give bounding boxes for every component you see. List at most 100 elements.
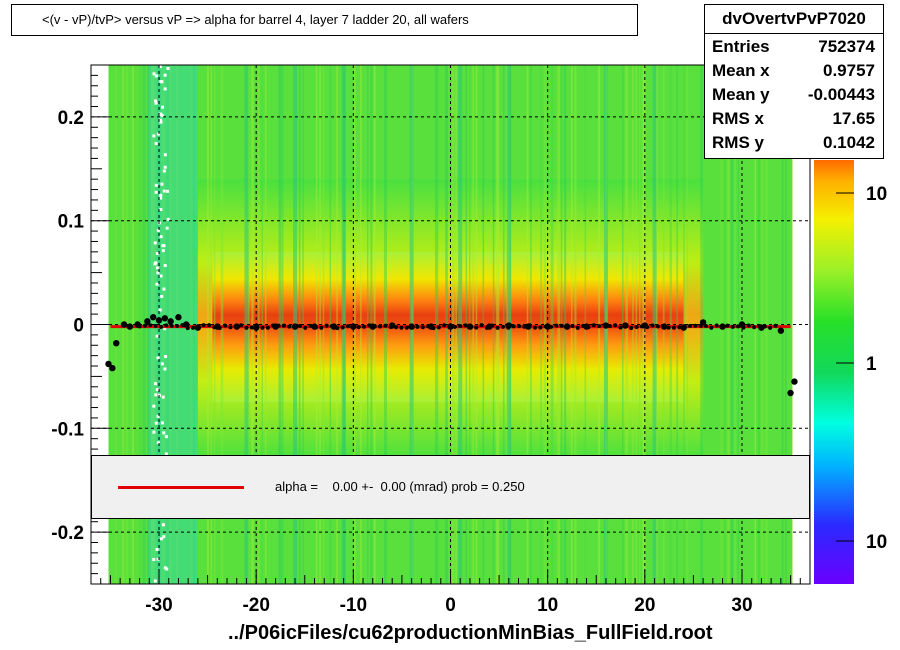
stat-label: Entries [712, 37, 770, 56]
stat-label: RMS x [712, 109, 764, 128]
profile-point [484, 325, 489, 330]
profile-point [714, 323, 719, 328]
profile-point [137, 324, 142, 329]
heat-empty-bin [160, 114, 164, 118]
profile-point [228, 325, 233, 330]
profile-point [281, 323, 286, 328]
profile-point [607, 324, 612, 329]
heat-stripe [543, 65, 547, 584]
stat-rms-y: RMS y 0.1042 [705, 130, 883, 154]
profile-point [297, 324, 302, 329]
profile-point [677, 325, 682, 330]
profile-point [581, 323, 586, 328]
profile-point [787, 389, 794, 397]
profile-point [436, 325, 441, 330]
heat-empty-bin [159, 208, 163, 212]
profile-point [109, 364, 116, 372]
x-axis-label: ../P06icFiles/cu62productionMinBias_Full… [228, 622, 713, 644]
profile-point [244, 325, 249, 330]
profile-point [255, 323, 260, 328]
heat-stripe [635, 65, 638, 584]
profile-point [704, 323, 709, 328]
heat-empty-bin [162, 287, 166, 291]
heat-empty-bin [164, 355, 168, 359]
profile-point [223, 323, 228, 328]
profile-point [276, 323, 281, 328]
heat-empty-bin [160, 362, 164, 366]
heat-empty-bin [152, 404, 156, 408]
heat-empty-bin [154, 142, 158, 146]
profile-point [506, 325, 511, 330]
profile-point [155, 317, 163, 324]
heat-empty-bin [153, 241, 157, 245]
heat-empty-bin [165, 567, 169, 571]
color-bar [814, 160, 854, 584]
heat-stripe [730, 65, 734, 584]
plot-title-text: <(v - vP)/tvP> versus vP => alpha for ba… [42, 12, 469, 27]
profile-point [458, 324, 463, 329]
heat-empty-bin [161, 249, 165, 253]
profile-point [351, 325, 356, 330]
profile-point [345, 324, 350, 329]
profile-point [167, 318, 174, 325]
heat-empty-bin [155, 266, 159, 270]
heat-empty-bin [159, 120, 163, 124]
profile-point [688, 323, 693, 328]
heat-empty-bin [163, 327, 167, 331]
heat-empty-bin [154, 190, 158, 194]
heat-empty-bin [162, 535, 166, 539]
fit-legend: alpha = 0.00 +- 0.00 (mrad) prob = 0.250 [91, 455, 810, 519]
profile-point [287, 324, 292, 329]
profile-point [175, 314, 182, 321]
x-tick-label: -20 [242, 595, 269, 616]
profile-point [410, 325, 415, 330]
profile-point [367, 323, 372, 328]
profile-point [340, 325, 345, 330]
profile-point [602, 323, 607, 328]
profile-point [623, 323, 628, 328]
heat-stripe [761, 65, 763, 584]
profile-point [661, 325, 666, 330]
profile-point [655, 324, 660, 329]
profile-point [565, 323, 570, 328]
profile-point [148, 323, 153, 328]
profile-point [292, 324, 297, 329]
heat-stripe [557, 65, 561, 584]
profile-point [618, 325, 623, 330]
x-tick-label: 20 [634, 595, 655, 616]
profile-point [431, 326, 436, 331]
profile-point [180, 323, 185, 328]
legend-line-swatch [118, 486, 244, 489]
plot-title: <(v - vP)/tvP> versus vP => alpha for ba… [11, 4, 638, 36]
profile-point [757, 323, 762, 328]
heat-empty-bin [160, 182, 164, 186]
heat-empty-bin [154, 74, 158, 78]
profile-point [260, 325, 265, 330]
heat-empty-bin [162, 189, 166, 193]
stat-label: Mean x [712, 61, 770, 80]
heat-empty-bin [158, 308, 162, 312]
heat-empty-bin [161, 105, 165, 109]
stat-label: Mean y [712, 85, 770, 104]
stat-value: -0.00443 [807, 85, 875, 104]
profile-point [319, 325, 324, 330]
stat-entries: Entries 752374 [705, 34, 883, 58]
profile-point [511, 324, 516, 329]
profile-point [752, 325, 757, 330]
profile-point [768, 325, 773, 330]
heat-empty-bin [156, 271, 160, 275]
profile-point [554, 323, 559, 328]
heat-stripe [322, 65, 325, 584]
profile-point [549, 324, 554, 329]
profile-point [725, 323, 730, 328]
profile-point [383, 323, 388, 328]
profile-point [158, 324, 163, 329]
heat-empty-bin [164, 435, 168, 439]
heat-empty-bin [163, 367, 167, 371]
profile-point [442, 323, 447, 328]
heat-empty-bin [156, 414, 160, 418]
profile-point [575, 325, 580, 330]
profile-point [495, 325, 500, 330]
heat-empty-bin [161, 395, 165, 399]
heat-empty-bin [160, 80, 164, 84]
